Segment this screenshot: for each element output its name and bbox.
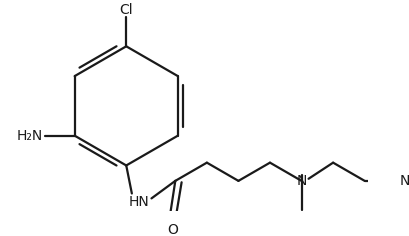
Text: HN: HN	[128, 195, 149, 209]
Text: N: N	[296, 174, 306, 188]
Text: O: O	[166, 223, 178, 236]
Text: H₂N: H₂N	[17, 129, 43, 143]
Text: N: N	[399, 174, 409, 188]
Text: Cl: Cl	[119, 3, 133, 17]
